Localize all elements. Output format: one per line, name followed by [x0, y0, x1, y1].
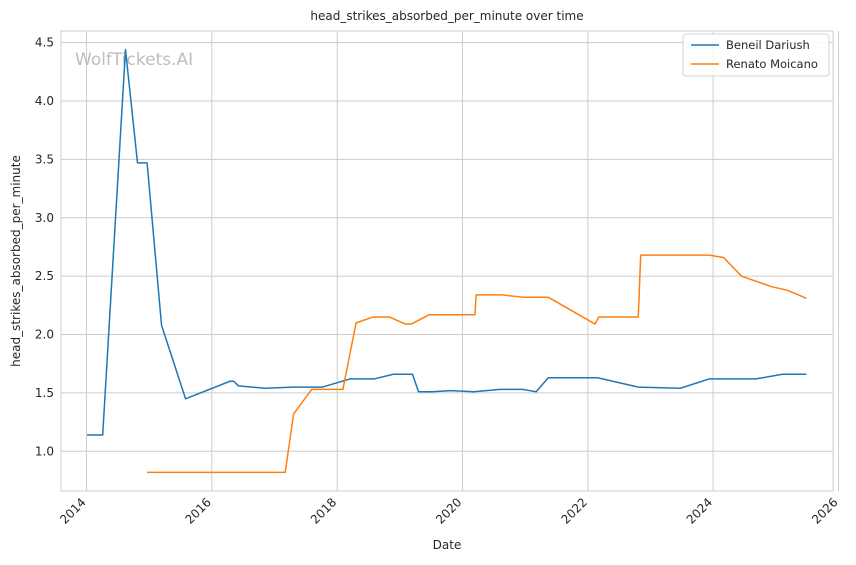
series-line-beneil-dariush [87, 48, 807, 436]
y-tick-label: 3.5 [35, 152, 54, 166]
y-tick-label: 4.0 [35, 94, 54, 108]
y-tick-label: 2.0 [35, 328, 54, 342]
legend: Beneil Dariush Renato Moicano [682, 33, 830, 77]
chart-title: head_strikes_absorbed_per_minute over ti… [310, 9, 583, 23]
grid-layer [61, 31, 839, 491]
y-tick-label: 1.0 [35, 444, 54, 458]
y-axis-label: head_strikes_absorbed_per_minute [9, 155, 23, 367]
y-tick-label: 4.5 [35, 36, 54, 50]
series-line-renato-moicano [147, 254, 807, 474]
legend-box [682, 33, 830, 77]
legend-label-beneil-dariush: Beneil Dariush [726, 38, 810, 52]
y-tick-label: 1.5 [35, 386, 54, 400]
y-tick-label: 2.5 [35, 269, 54, 283]
plot-frame [60, 30, 834, 492]
legend-label-renato-moicano: Renato Moicano [726, 57, 818, 71]
watermark-text: WolfTickets.AI [75, 50, 193, 70]
y-tick-label: 3.0 [35, 211, 54, 225]
series-layer [87, 48, 807, 474]
x-axis-label: Date [433, 538, 462, 552]
